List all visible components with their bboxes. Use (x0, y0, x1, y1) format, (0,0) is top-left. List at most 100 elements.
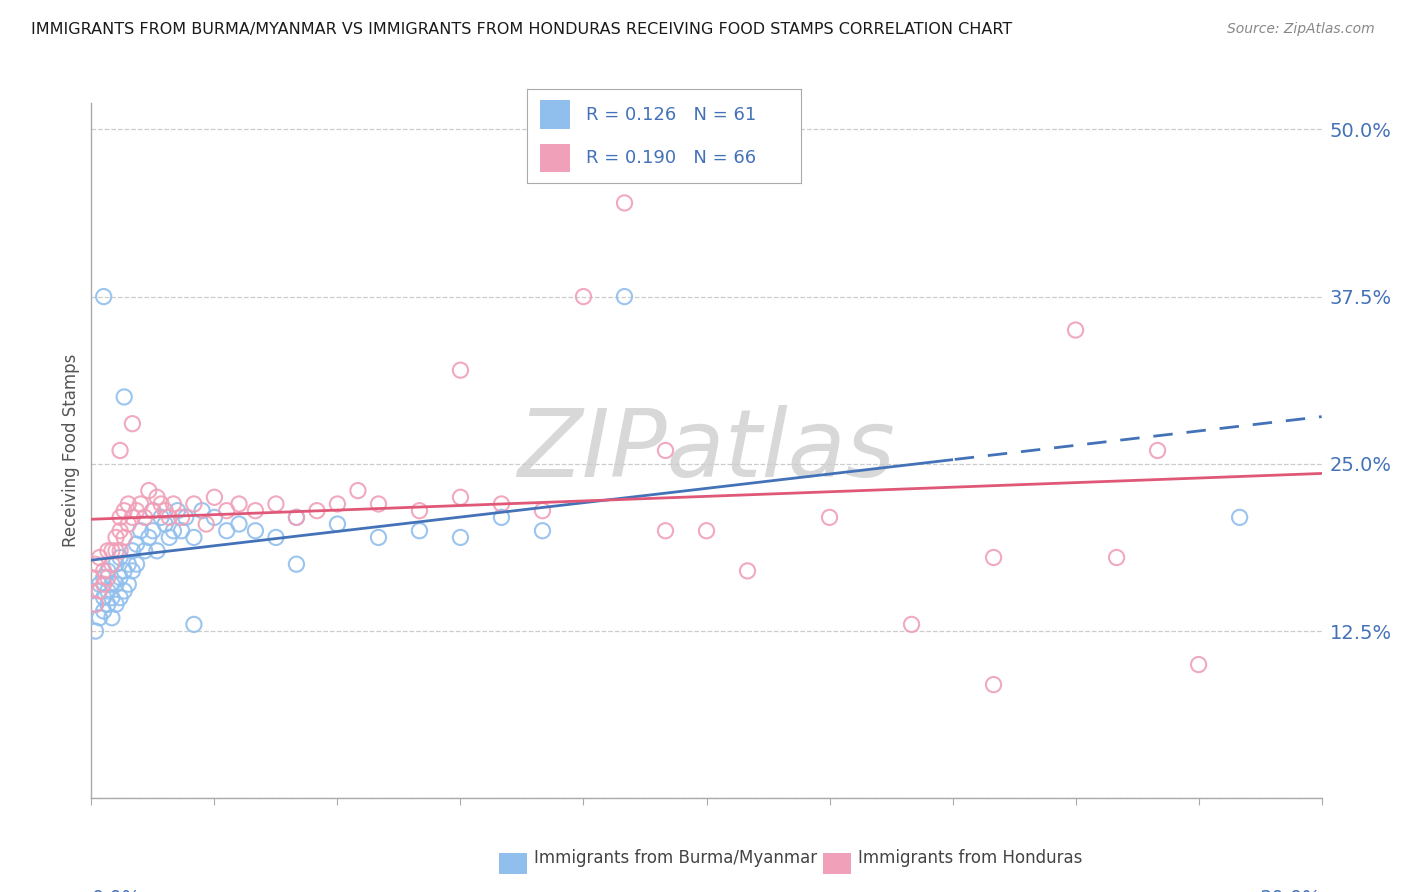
Text: ZIPatlas: ZIPatlas (517, 405, 896, 496)
Point (245, 524, 267, 538)
Point (146, 491, 169, 505)
Point (108, 510, 131, 524)
Point (121, 417, 143, 431)
Point (142, 503, 165, 517)
Point (89, 584, 111, 599)
Point (125, 537, 148, 551)
Point (1146, 443, 1168, 458)
Point (150, 510, 173, 524)
Point (146, 544, 169, 558)
Text: R = 0.190   N = 66: R = 0.190 N = 66 (586, 149, 756, 167)
Point (117, 557, 139, 572)
Y-axis label: Receiving Food Stamps: Receiving Food Stamps (62, 354, 80, 547)
Point (183, 617, 205, 632)
Point (215, 524, 238, 538)
Point (572, 290, 595, 304)
Point (105, 557, 127, 572)
Point (93, 571, 115, 585)
Point (93, 290, 115, 304)
Point (117, 577, 139, 591)
Point (134, 510, 156, 524)
Point (121, 544, 143, 558)
Point (129, 497, 152, 511)
Point (112, 390, 135, 404)
Point (531, 503, 554, 517)
Point (153, 503, 177, 517)
Point (142, 503, 165, 517)
Point (84, 557, 107, 572)
Point (89, 550, 111, 565)
Point (101, 577, 124, 591)
Point (112, 584, 135, 599)
Point (153, 517, 177, 532)
Point (105, 577, 127, 591)
Text: 30.0%: 30.0% (1260, 889, 1322, 892)
Point (112, 503, 135, 517)
Text: Immigrants from Honduras: Immigrants from Honduras (858, 849, 1083, 867)
Point (367, 497, 389, 511)
Point (367, 530, 389, 544)
Point (1229, 510, 1251, 524)
Point (108, 591, 131, 605)
Point (408, 524, 430, 538)
Point (449, 491, 471, 505)
Point (737, 564, 759, 578)
Point (101, 557, 124, 572)
Point (695, 524, 717, 538)
Point (84, 598, 107, 612)
Point (202, 510, 225, 524)
Point (157, 510, 180, 524)
Point (983, 678, 1005, 692)
Point (129, 524, 152, 538)
Point (108, 443, 131, 458)
Point (108, 544, 131, 558)
Point (108, 571, 131, 585)
Point (138, 530, 160, 544)
Point (170, 510, 193, 524)
Point (215, 503, 238, 517)
Point (150, 497, 173, 511)
Point (101, 544, 124, 558)
Point (117, 497, 139, 511)
Point (326, 497, 349, 511)
Point (174, 510, 197, 524)
Point (983, 550, 1005, 565)
Point (654, 524, 676, 538)
Point (491, 497, 513, 511)
Point (613, 290, 636, 304)
Point (264, 530, 287, 544)
Point (80, 584, 103, 599)
Point (134, 544, 156, 558)
Point (191, 503, 214, 517)
Point (125, 503, 148, 517)
Point (108, 550, 131, 565)
Point (121, 564, 143, 578)
Point (97, 564, 120, 578)
Point (117, 517, 139, 532)
Point (900, 617, 922, 632)
Point (264, 497, 287, 511)
Point (101, 611, 124, 625)
Point (108, 524, 131, 538)
Point (142, 524, 165, 538)
Point (449, 530, 471, 544)
Point (285, 510, 308, 524)
Point (125, 557, 148, 572)
Point (228, 497, 250, 511)
Point (613, 196, 636, 211)
Text: 0.0%: 0.0% (91, 889, 141, 892)
Point (93, 591, 115, 605)
Point (166, 503, 188, 517)
Point (97, 544, 120, 558)
Point (285, 557, 308, 572)
Point (408, 503, 430, 517)
Point (97, 584, 120, 599)
Point (157, 530, 180, 544)
Point (105, 598, 127, 612)
Point (162, 497, 184, 511)
Point (112, 564, 135, 578)
Point (105, 530, 127, 544)
Point (97, 571, 120, 585)
Point (89, 611, 111, 625)
Text: IMMIGRANTS FROM BURMA/MYANMAR VS IMMIGRANTS FROM HONDURAS RECEIVING FOOD STAMPS : IMMIGRANTS FROM BURMA/MYANMAR VS IMMIGRA… (31, 22, 1012, 37)
